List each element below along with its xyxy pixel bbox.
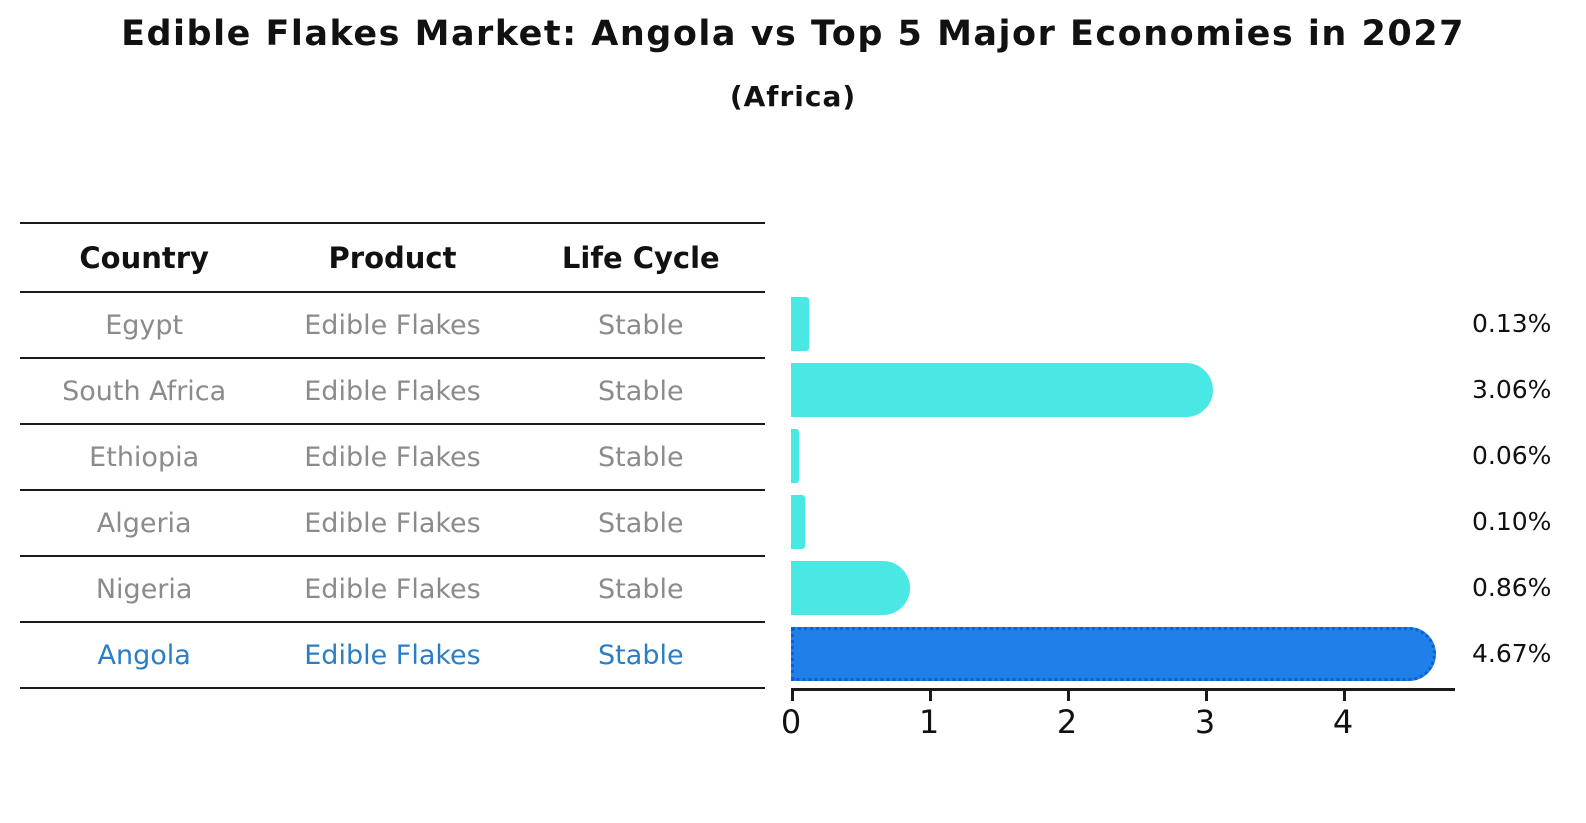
bar-chart-plot-area: 0 1 2 3 4 [781, 287, 1455, 741]
cell-country: South Africa [62, 375, 227, 407]
cell-life-cycle: Stable [598, 309, 684, 341]
x-axis-tick-label: 1 [918, 703, 940, 741]
cell-product: Edible Flakes [304, 507, 481, 539]
cell-country: Nigeria [95, 573, 193, 605]
cell-life-cycle: Stable [598, 441, 684, 473]
cell-life-cycle: Stable [598, 507, 684, 539]
x-axis-tick [929, 691, 932, 701]
table-row-angola-highlighted: Angola Edible Flakes Stable [20, 623, 765, 689]
x-axis-tick [1067, 691, 1070, 701]
column-header-product: Product [328, 240, 457, 275]
x-axis-tick-label: 2 [1056, 703, 1078, 741]
chart-subtitle: (Africa) [729, 80, 857, 113]
bar-nigeria [791, 561, 910, 615]
cell-product: Edible Flakes [304, 639, 481, 671]
cell-life-cycle: Stable [598, 639, 684, 671]
x-axis-tick-label: 0 [780, 703, 802, 741]
bar-egypt [791, 297, 809, 351]
cell-life-cycle: Stable [598, 375, 684, 407]
table-header-row: Country Product Life Cycle [20, 224, 765, 293]
bar-value-label: 0.86% [1472, 573, 1552, 602]
cell-product: Edible Flakes [304, 441, 481, 473]
table-row: Ethiopia Edible Flakes Stable [20, 425, 765, 491]
table-row: Nigeria Edible Flakes Stable [20, 557, 765, 623]
cell-country: Ethiopia [89, 441, 200, 473]
country-table: Country Product Life Cycle Egypt Edible … [20, 222, 765, 689]
bar-south-africa [791, 363, 1213, 417]
table-row: Algeria Edible Flakes Stable [20, 491, 765, 557]
bar-ethiopia [791, 429, 799, 483]
cell-product: Edible Flakes [304, 375, 481, 407]
x-axis-tick-label: 4 [1332, 703, 1354, 741]
chart-title: Edible Flakes Market: Angola vs Top 5 Ma… [121, 14, 1465, 54]
cell-country: Angola [97, 639, 191, 671]
bar-value-label: 3.06% [1472, 375, 1552, 404]
cell-country: Algeria [96, 507, 192, 539]
cell-product: Edible Flakes [304, 573, 481, 605]
bar-value-label: 4.67% [1472, 639, 1552, 668]
cell-country: Egypt [105, 309, 184, 341]
column-header-country: Country [79, 240, 209, 275]
x-axis-tick [791, 691, 794, 701]
bar-algeria [791, 495, 805, 549]
cell-product: Edible Flakes [304, 309, 481, 341]
x-axis-tick [1343, 691, 1346, 701]
table-row: Egypt Edible Flakes Stable [20, 293, 765, 359]
column-header-life-cycle: Life Cycle [561, 240, 720, 275]
x-axis-tick [1205, 691, 1208, 701]
bar-angola-highlighted [791, 627, 1436, 681]
table-row: South Africa Edible Flakes Stable [20, 359, 765, 425]
bar-value-label: 0.06% [1472, 441, 1552, 470]
bar-value-label: 0.10% [1472, 507, 1552, 536]
bar-value-label: 0.13% [1472, 309, 1552, 338]
cell-life-cycle: Stable [598, 573, 684, 605]
x-axis-tick-label: 3 [1194, 703, 1216, 741]
